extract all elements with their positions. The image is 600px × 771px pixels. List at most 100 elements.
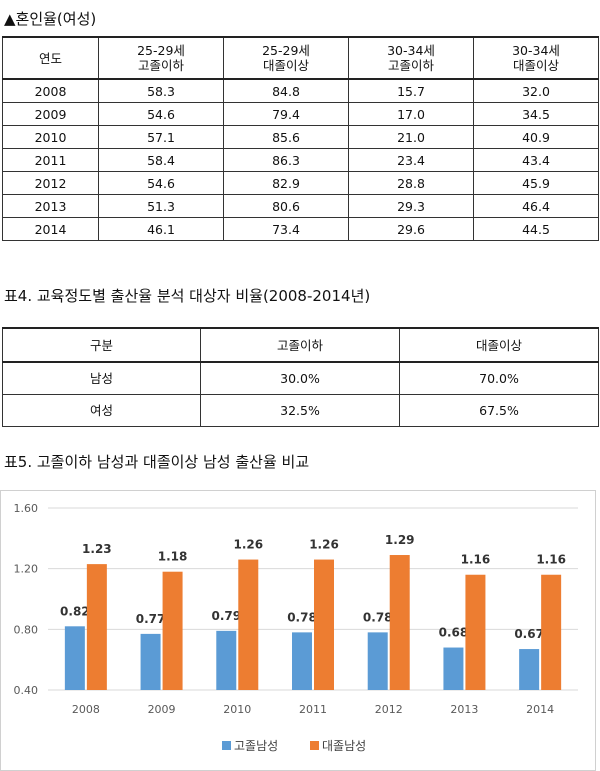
legend-swatch: [310, 741, 319, 750]
data-label: 1.26: [233, 538, 263, 552]
marriage-rate-table: 연도 25-29세 고졸이하 25-29세 대졸이상 30-34세 고졸이하 30-3…: [2, 36, 599, 241]
table-row: 2010 57.1 85.6 21.0 40.9: [2, 125, 599, 149]
header-25-29-highschool: 25-29세 고졸이하: [98, 36, 224, 80]
bar-대졸남성: [162, 571, 183, 690]
x-tick-label: 2013: [450, 703, 478, 716]
marriage-rate-cell: 43.4: [473, 148, 599, 172]
bar-대졸남성: [389, 555, 410, 690]
data-label: 1.23: [82, 542, 112, 556]
marriage-rate-cell: 51.3: [98, 194, 224, 218]
marriage-rate-cell: 46.4: [473, 194, 599, 218]
marriage-rate-cell: 79.4: [223, 102, 349, 126]
header-30-34-highschool: 30-34세 고졸이하: [348, 36, 474, 80]
marriage-rate-cell: 29.6: [348, 217, 474, 241]
data-label: 0.78: [287, 610, 317, 624]
bar-대졸남성: [238, 559, 259, 690]
data-label: 1.16: [461, 553, 491, 567]
table-header-row: 연도 25-29세 고졸이하 25-29세 대졸이상 30-34세 고졸이하 30-3…: [2, 36, 599, 80]
table-row: 남성 30.0% 70.0%: [2, 361, 599, 395]
data-label: 1.16: [536, 553, 566, 567]
marriage-rate-cell: 2009: [2, 102, 99, 126]
ratio-cell: 70.0%: [399, 361, 599, 395]
y-tick-label: 1.20: [14, 563, 39, 576]
table-row: 2012 54.6 82.9 28.8 45.9: [2, 171, 599, 195]
data-label: 0.67: [514, 627, 544, 641]
marriage-rate-cell: 84.8: [223, 78, 349, 103]
bar-고졸남성: [292, 632, 312, 690]
table1-title: ▲혼인율(여성): [4, 10, 97, 28]
bar-고졸남성: [443, 647, 464, 690]
marriage-rate-cell: 2013: [2, 194, 99, 218]
marriage-rate-cell: 28.8: [348, 171, 474, 195]
marriage-rate-cell: 80.6: [223, 194, 349, 218]
table-row: 여성 32.5% 67.5%: [2, 394, 599, 427]
marriage-rate-cell: 2011: [2, 148, 99, 172]
marriage-rate-cell: 58.3: [98, 78, 224, 103]
header-30-34-college: 30-34세 대졸이상: [473, 36, 599, 80]
header-college: 대졸이상: [399, 327, 599, 363]
marriage-rate-cell: 29.3: [348, 194, 474, 218]
bar-대졸남성: [86, 564, 107, 690]
marriage-rate-cell: 2008: [2, 78, 99, 103]
x-tick-label: 2010: [223, 703, 251, 716]
marriage-rate-cell: 2014: [2, 217, 99, 241]
legend-label: 대졸남성: [322, 739, 366, 753]
data-label: 0.78: [363, 610, 393, 624]
header-category: 구분: [2, 327, 201, 363]
birth-rate-bar-chart: 0.40 0.80 1.20 1.60 0.82 1.23 2008 0.77 1.18 2009…: [14, 502, 578, 753]
bar-고졸남성: [367, 632, 388, 690]
table-row: 2008 58.3 84.8 15.7 32.0: [2, 78, 599, 103]
marriage-rate-cell: 82.9: [223, 171, 349, 195]
marriage-rate-cell: 2010: [2, 125, 99, 149]
table-row: 2011 58.4 86.3 23.4 43.4: [2, 148, 599, 172]
marriage-rate-cell: 73.4: [223, 217, 349, 241]
ratio-cell: 남성: [2, 361, 201, 395]
header-year: 연도: [2, 36, 99, 80]
ratio-table: 구분 고졸이하 대졸이상 남성 30.0% 70.0% 여성 32.5% 67.5%: [2, 327, 599, 427]
bar-고졸남성: [216, 630, 237, 690]
marriage-rate-cell: 2012: [2, 171, 99, 195]
chart-title: 표5. 고졸이하 남성과 대졸이상 남성 출산율 비교: [4, 453, 310, 471]
x-tick-label: 2011: [299, 703, 327, 716]
marriage-rate-cell: 85.6: [223, 125, 349, 149]
marriage-rate-cell: 45.9: [473, 171, 599, 195]
header-25-29-college: 25-29세 대졸이상: [223, 36, 349, 80]
marriage-rate-cell: 54.6: [98, 102, 224, 126]
data-label: 0.77: [136, 612, 166, 626]
legend-swatch: [222, 741, 231, 750]
table-header-row: 구분 고졸이하 대졸이상: [2, 327, 599, 363]
table-row: 2014 46.1 73.4 29.6 44.5: [2, 217, 599, 241]
bar-대졸남성: [465, 574, 486, 690]
bar-고졸남성: [64, 626, 85, 690]
y-tick-label: 0.80: [14, 623, 39, 636]
ratio-cell: 여성: [2, 394, 201, 427]
bar-대졸남성: [541, 574, 562, 690]
bar-고졸남성: [140, 633, 161, 690]
table-row: 2013 51.3 80.6 29.3 46.4: [2, 194, 599, 218]
data-label: 0.68: [439, 626, 469, 640]
marriage-rate-cell: 86.3: [223, 148, 349, 172]
y-tick-label: 0.40: [14, 684, 39, 697]
marriage-rate-cell: 15.7: [348, 78, 474, 103]
x-tick-label: 2009: [148, 703, 176, 716]
data-label: 1.18: [158, 550, 188, 564]
data-label: 1.26: [309, 538, 339, 552]
marriage-rate-cell: 40.9: [473, 125, 599, 149]
bar-고졸남성: [519, 649, 540, 690]
x-tick-label: 2014: [526, 703, 554, 716]
table2-title: 표4. 교육정도별 출산율 분석 대상자 비율(2008-2014년): [4, 287, 371, 305]
marriage-rate-cell: 44.5: [473, 217, 599, 241]
marriage-rate-cell: 34.5: [473, 102, 599, 126]
marriage-rate-cell: 57.1: [98, 125, 224, 149]
y-tick-label: 1.60: [14, 502, 39, 515]
ratio-cell: 67.5%: [399, 394, 599, 427]
marriage-rate-cell: 46.1: [98, 217, 224, 241]
marriage-rate-cell: 58.4: [98, 148, 224, 172]
ratio-cell: 32.5%: [200, 394, 400, 427]
marriage-rate-cell: 17.0: [348, 102, 474, 126]
x-tick-label: 2012: [375, 703, 403, 716]
data-label: 1.29: [385, 533, 415, 547]
table-row: 2009 54.6 79.4 17.0 34.5: [2, 102, 599, 126]
marriage-rate-cell: 32.0: [473, 78, 599, 103]
marriage-rate-cell: 21.0: [348, 125, 474, 149]
